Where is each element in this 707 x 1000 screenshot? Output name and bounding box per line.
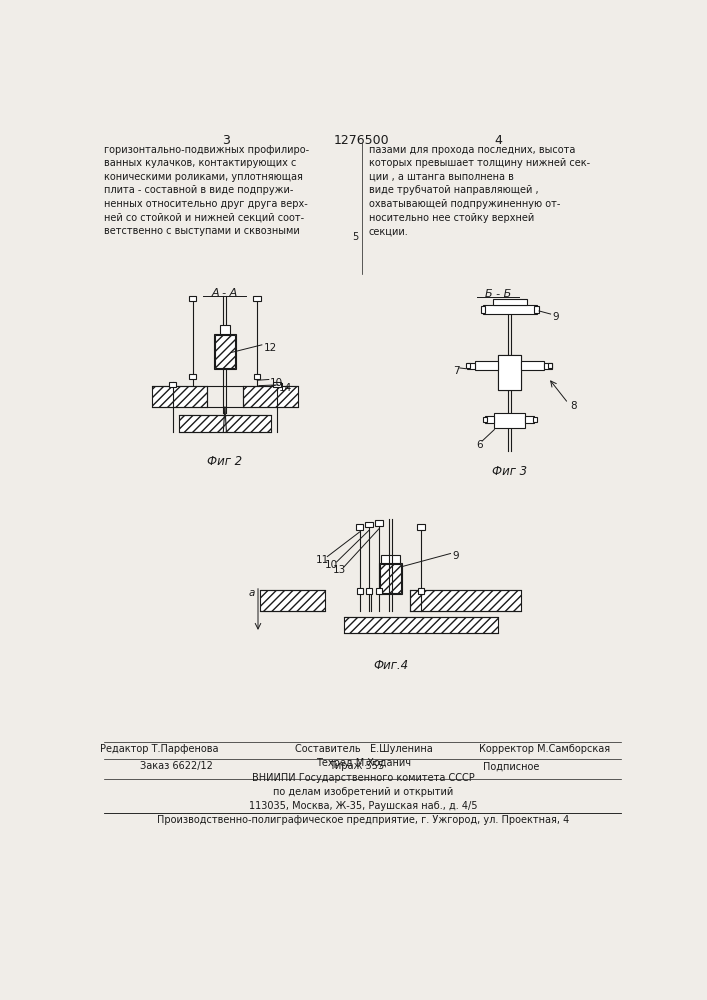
Bar (215, 335, 235, 368)
Bar (525, 416, 534, 423)
Bar (549, 363, 552, 368)
Bar (189, 296, 197, 301)
Bar (169, 382, 176, 387)
Bar (365, 522, 373, 527)
Text: 7: 7 (453, 366, 460, 376)
Text: 8: 8 (570, 401, 576, 411)
Bar (485, 416, 494, 423)
Bar (179, 415, 271, 432)
Bar (493, 299, 527, 305)
Bar (189, 374, 196, 379)
Text: 13: 13 (332, 565, 346, 575)
Text: 12: 12 (264, 343, 276, 353)
Text: Фиг 2: Фиг 2 (207, 455, 243, 468)
Text: 10: 10 (325, 560, 338, 570)
Text: ВНИИПИ Государственного комитета СССР
по делам изобретений и открытий
113035, Мо: ВНИИПИ Государственного комитета СССР по… (250, 773, 478, 811)
Text: Редактор Т.Парфенова: Редактор Т.Парфенова (100, 744, 218, 754)
Bar (544, 363, 552, 369)
Text: 9: 9 (552, 312, 559, 322)
Text: Тираж 555: Тираж 555 (329, 761, 384, 771)
Text: 11: 11 (315, 555, 329, 565)
Bar (409, 590, 521, 611)
Text: a: a (249, 588, 255, 598)
Bar (356, 524, 363, 530)
Bar (274, 382, 281, 387)
Bar (494, 413, 525, 428)
Bar (375, 520, 382, 526)
Bar (356, 588, 363, 594)
Bar (254, 374, 260, 379)
Bar (219, 325, 230, 334)
Bar (521, 361, 544, 370)
Bar (366, 588, 372, 594)
Bar (467, 363, 475, 369)
Text: Фиг.4: Фиг.4 (373, 659, 408, 672)
Bar (475, 361, 498, 370)
Text: пазами для прохода последних, высота
которых превышает толщину нижней сек-
ции ,: пазами для прохода последних, высота кот… (369, 145, 590, 236)
Bar (417, 524, 425, 530)
Bar (344, 617, 498, 633)
Bar (534, 306, 539, 312)
Text: Фиг 3: Фиг 3 (492, 465, 527, 478)
Text: Б - Б: Б - Б (485, 289, 511, 299)
Bar (498, 355, 521, 389)
Bar (214, 334, 235, 369)
Text: Производственно-полиграфическое предприятие, г. Ужгород, ул. Проектная, 4: Производственно-полиграфическое предприя… (158, 815, 570, 825)
Text: Заказ 6622/12: Заказ 6622/12 (140, 761, 213, 771)
Bar (243, 386, 298, 407)
Text: Корректор М.Самборская: Корректор М.Самборская (479, 744, 610, 754)
Bar (253, 296, 261, 301)
Text: 9: 9 (452, 551, 459, 561)
Text: 14: 14 (279, 383, 292, 393)
Bar (152, 386, 207, 407)
Text: А - А: А - А (212, 288, 238, 298)
Text: 1276500: 1276500 (334, 134, 390, 147)
Bar (379, 563, 402, 594)
Bar (376, 588, 382, 594)
Bar (483, 417, 486, 422)
Text: 4: 4 (494, 134, 502, 147)
Text: 3: 3 (222, 134, 230, 147)
Text: 6: 6 (477, 440, 483, 450)
Bar (533, 417, 537, 422)
Text: горизонтально-подвижных профилиро-
ванных кулачков, контактирующих с
коническими: горизонтально-подвижных профилиро- ванны… (104, 145, 309, 236)
Text: Подписное: Подписное (483, 761, 539, 771)
Bar (380, 564, 402, 593)
Bar (466, 363, 469, 368)
Bar (259, 590, 325, 611)
Text: Составитель   Е.Шуленина
Техред М.Ходанич: Составитель Е.Шуленина Техред М.Ходанич (295, 744, 433, 768)
Bar (483, 305, 537, 314)
Bar (418, 588, 424, 594)
Bar (481, 306, 485, 312)
Bar (498, 355, 521, 389)
Text: 5: 5 (353, 232, 359, 242)
Bar (381, 555, 399, 563)
Text: 10: 10 (269, 378, 283, 388)
